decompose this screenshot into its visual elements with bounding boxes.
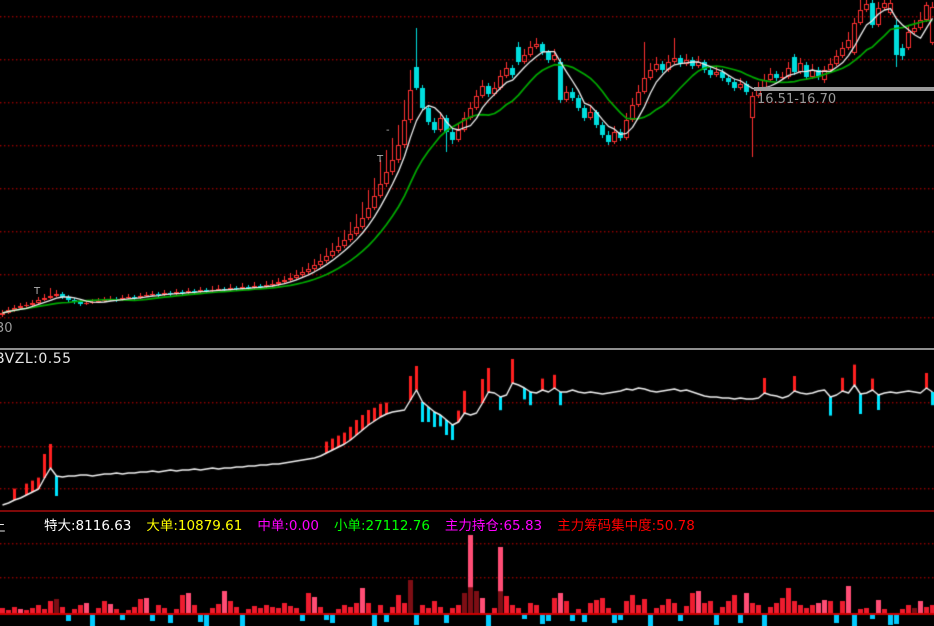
legend-item: 特大:8116.63 [44,518,132,534]
chart-annotation-mark: - [386,125,390,136]
legend-item: 主力筹码集中度:50.78 [557,518,695,534]
panel-divider[interactable] [0,348,934,350]
legend-item: 小单:27112.76 [333,518,430,534]
candlestick-chart-canvas[interactable] [0,0,934,348]
legend-item: 中单:0.00 [257,518,319,534]
price-band-bar [754,87,934,91]
money-flow-legend: 特大:8116.63 大单:10879.61 中单:0.00 小单:27112.76 主… [44,514,695,534]
legend-item: 主力持仓:65.83 [444,518,543,534]
bvzl-indicator-label: BVZL:0.55 [0,351,72,367]
price-band-label: 16.51-16.70 [757,92,837,107]
left-axis-price-fragment: 30 [0,321,13,336]
chart-annotation-mark: T [377,154,384,165]
bvzl-indicator-canvas[interactable] [0,350,934,510]
money-flow-canvas[interactable] [0,512,934,626]
legend-item: 大单:10879.61 [146,518,243,534]
panel-divider[interactable] [0,510,934,512]
chart-annotation-mark: T [34,286,41,297]
legend-left-fragment: 上 [0,515,6,535]
